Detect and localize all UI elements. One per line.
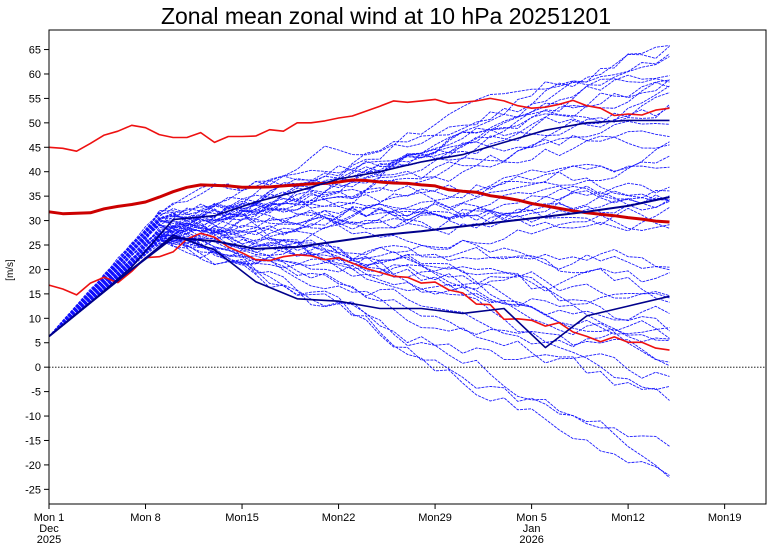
series-mean-line	[48, 178, 670, 224]
ensemble-member-line	[48, 230, 670, 447]
ensemble-member-line	[48, 82, 670, 337]
y-tick-label: 35	[29, 191, 41, 203]
y-tick-label: 50	[29, 118, 41, 130]
ensemble-member-line	[48, 230, 670, 337]
highlight-lines	[48, 119, 670, 349]
y-tick-label: 15	[29, 289, 41, 301]
ensemble-member-line	[48, 53, 670, 337]
x-tick-year: 2025	[37, 534, 61, 546]
x-tick-label: Mon 1	[34, 512, 65, 524]
ensemble-member-line	[48, 74, 670, 337]
x-tick-label: Mon 8	[130, 512, 161, 524]
ensemble-member-line	[48, 130, 670, 337]
climatology-lines	[48, 97, 670, 351]
ensemble-member-line	[48, 226, 670, 337]
ensemble-member-line	[48, 234, 670, 337]
x-tick-label: Mon15	[225, 512, 259, 524]
y-tick-label: 5	[35, 338, 41, 350]
y-tick-label: 65	[29, 45, 41, 57]
ensemble-member-line	[48, 207, 670, 337]
y-tick-label: 30	[29, 216, 41, 228]
x-tick-label: Mon19	[708, 512, 742, 524]
series-member-a-line	[48, 119, 670, 338]
y-tick-label: -15	[25, 435, 41, 447]
y-tick-label: -20	[25, 460, 41, 472]
ensemble-member-line	[48, 104, 670, 337]
series-max-line	[48, 97, 670, 152]
x-tick-label: Mon29	[418, 512, 452, 524]
x-tick-label: Mon 5	[516, 512, 547, 524]
series-member-b-line	[48, 234, 670, 349]
x-tick-label: Mon12	[611, 512, 645, 524]
x-tick-label: Mon22	[322, 512, 356, 524]
ensemble-member-line	[48, 237, 670, 337]
ensemble-member-line	[48, 106, 670, 337]
y-tick-label: 20	[29, 264, 41, 276]
y-tick-label: 45	[29, 142, 41, 154]
ensemble-member-line	[48, 185, 670, 337]
y-tick-label: 0	[35, 362, 41, 374]
chart-title: Zonal mean zonal wind at 10 hPa 20251201	[161, 3, 611, 29]
ensemble-member-line	[48, 211, 670, 337]
ensemble-member-line	[48, 141, 670, 337]
y-tick-label: -25	[25, 484, 41, 496]
ensemble-member-line	[48, 220, 670, 337]
x-tick-year: 2026	[519, 534, 543, 546]
y-tick-label: 10	[29, 313, 41, 325]
ensemble-member-line	[48, 45, 670, 337]
ensemble-member-line	[48, 190, 670, 337]
ensemble-member-line	[48, 209, 670, 337]
y-tick-label: 60	[29, 69, 41, 81]
axes: 65605550454035302520151050-5-10-15-20-25…	[25, 45, 741, 546]
ensemble-member-line	[48, 136, 670, 337]
y-tick-label: 40	[29, 167, 41, 179]
ensemble-member-line	[48, 198, 670, 337]
y-tick-label: -10	[25, 411, 41, 423]
y-tick-label: 25	[29, 240, 41, 252]
ensemble-member-line	[48, 223, 670, 337]
y-axis-label: [m/s]	[5, 259, 16, 281]
y-tick-label: 55	[29, 93, 41, 105]
x-tick-month: Dec	[39, 523, 59, 535]
plot-frame	[48, 29, 767, 505]
ensemble-member-line	[48, 210, 670, 391]
ensemble-member-line	[48, 45, 670, 337]
ensemble-member-line	[48, 79, 670, 337]
x-tick-month: Jan	[523, 523, 541, 535]
series-ensemble-mean-line	[48, 196, 670, 338]
series-min-line	[48, 232, 670, 351]
ensemble-member-line	[48, 230, 670, 343]
ensemble-member-line	[48, 232, 670, 337]
y-tick-label: -5	[31, 387, 41, 399]
ensemble-member-line	[48, 120, 670, 337]
